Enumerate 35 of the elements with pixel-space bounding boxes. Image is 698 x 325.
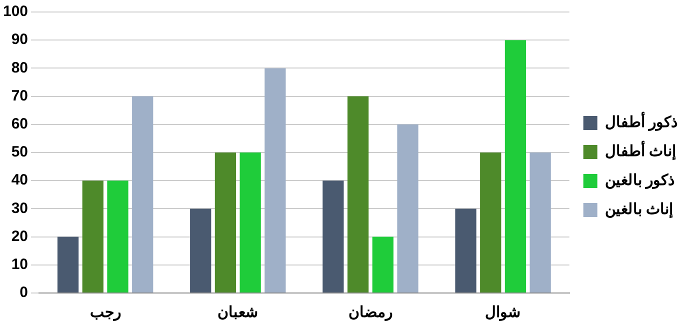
y-tick-label: 10 [11,256,28,274]
bar [190,208,212,292]
x-tick-label: رمضان [348,304,392,322]
x-tick-label: شوال [485,304,522,322]
bar [214,152,236,292]
bar [372,236,394,292]
y-tick-label: 40 [11,172,28,189]
y-tick-label: 20 [11,228,28,245]
y-tick-label: 50 [11,144,28,161]
x-tick-label: شعبان [217,304,258,322]
x-tick-label: رجب [90,304,121,322]
bar [455,208,476,292]
bar [530,152,551,292]
y-tick-label: 60 [11,116,28,133]
y-tick-label: 0 [20,284,28,302]
bar [132,96,154,292]
bar [264,68,286,292]
bar [57,236,79,292]
bar [397,124,418,292]
bar [347,96,369,292]
bar [107,180,128,292]
y-tick-label: 90 [11,31,28,48]
y-tick-label: 80 [11,59,28,76]
bar [82,180,104,292]
y-tick-label: 100 [2,3,28,20]
bar [322,180,344,292]
bar [480,152,502,292]
legend-label: إناث بالغين [604,201,674,218]
bar [504,40,526,292]
legend-label: ذكور أطفال [604,111,678,132]
legend-label: ذكور بالغين [604,172,676,190]
bar [240,152,261,292]
legend-label: إناث أطفال [604,140,676,160]
y-tick-label: 30 [11,200,28,217]
y-tick-label: 70 [11,87,28,104]
